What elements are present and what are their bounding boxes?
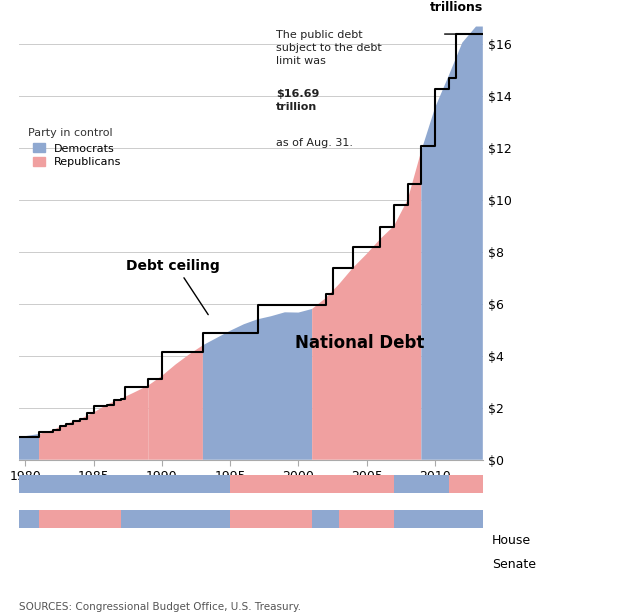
Polygon shape (19, 434, 39, 460)
Text: $16.69
trillion: $16.69 trillion (276, 89, 319, 112)
Polygon shape (422, 26, 483, 460)
Text: The public debt
subject to the debt
limit was: The public debt subject to the debt limi… (276, 30, 382, 66)
Polygon shape (203, 309, 312, 460)
Text: National Debt: National Debt (295, 334, 425, 352)
Bar (449, 475, 483, 493)
Text: Party in control: Party in control (28, 128, 113, 137)
Text: as of Aug. 31.: as of Aug. 31. (276, 137, 353, 148)
Polygon shape (39, 386, 149, 460)
Bar (19, 475, 230, 493)
Polygon shape (149, 346, 203, 460)
Bar (230, 475, 394, 493)
Bar (312, 510, 339, 527)
Bar (39, 510, 121, 527)
Text: House: House (492, 534, 531, 548)
Polygon shape (312, 150, 422, 460)
Text: SOURCES: Congressional Budget Office, U.S. Treasury.: SOURCES: Congressional Budget Office, U.… (19, 602, 301, 612)
Bar (19, 510, 39, 527)
Bar (394, 510, 483, 527)
Text: Senate: Senate (492, 558, 536, 572)
Bar (339, 510, 394, 527)
Bar (394, 475, 449, 493)
Text: In
trillions: In trillions (430, 0, 483, 14)
Bar (121, 510, 230, 527)
Legend: Democrats, Republicans: Democrats, Republicans (33, 143, 121, 168)
Text: Debt ceiling: Debt ceiling (126, 259, 220, 273)
Bar (230, 510, 312, 527)
